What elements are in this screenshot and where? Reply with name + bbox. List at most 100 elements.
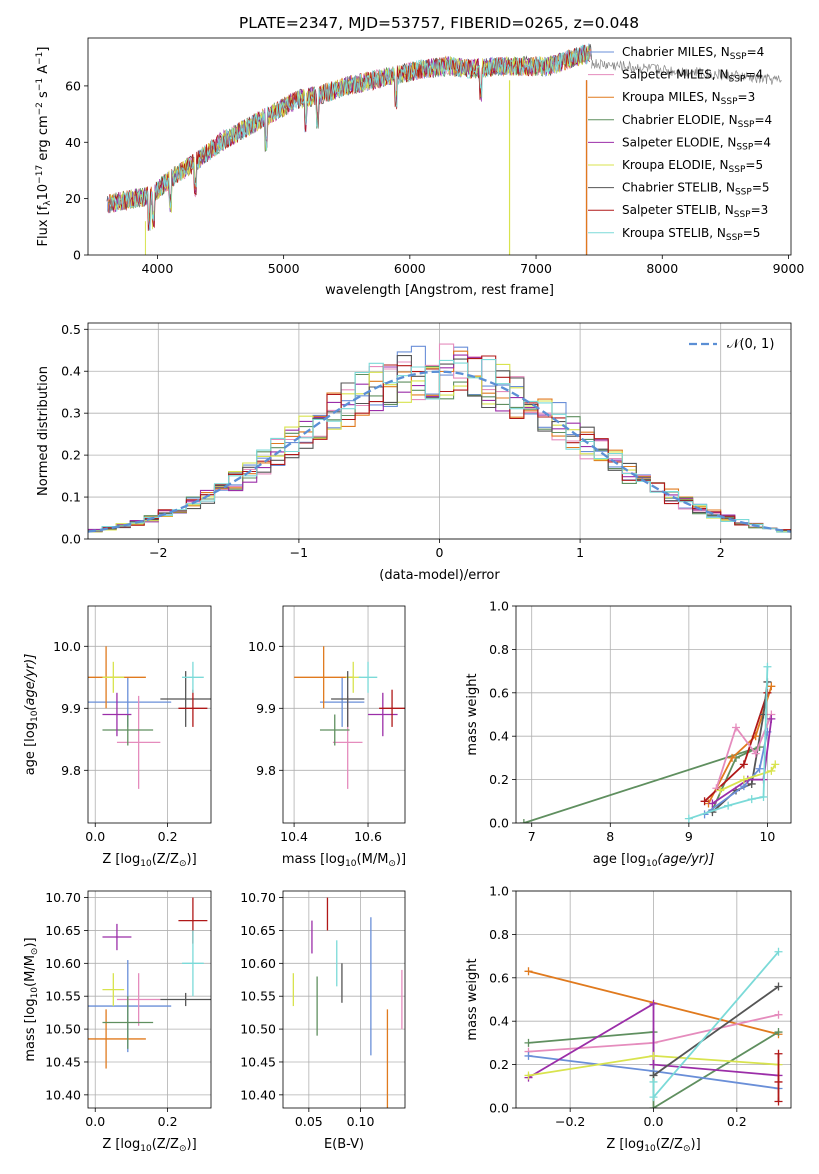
weight-marker xyxy=(763,662,772,671)
weight-line xyxy=(523,746,760,823)
y-tick-label: 9.8 xyxy=(61,763,81,778)
label-part: (Z/Z xyxy=(152,1137,179,1152)
label-part: Chabrier STELIB, N xyxy=(622,181,735,195)
weight-marker xyxy=(767,714,776,723)
weight-line xyxy=(652,985,780,1077)
age_vs_mass-panel: 10.4 10.6 9.8 9.9 10.0 mass [log10(M/M⊙)] xyxy=(248,605,406,869)
legend-label: 𝒩(0, 1) xyxy=(727,337,774,352)
label-part: =5 xyxy=(745,158,763,172)
y-tick-label: 10.45 xyxy=(45,1054,81,1069)
weight-marker xyxy=(728,753,737,762)
plot-area xyxy=(292,897,403,1108)
axes-frame xyxy=(282,890,406,1109)
label-subscript: SSP xyxy=(738,120,755,130)
y-axis-label: age [log10(age/yr)] xyxy=(23,654,40,776)
y-tick-label: 10.65 xyxy=(240,923,276,938)
panels-layer: 4000 5000 6000 7000 8000 90000204060Chabrier … xyxy=(23,37,804,1154)
weight-marker xyxy=(774,1049,783,1058)
label-subscript: ⊙ xyxy=(30,948,40,956)
weight-marker xyxy=(724,801,733,810)
legend-label: Salpeter STELIB, NSSP=3 xyxy=(622,203,768,220)
x-tick-label: 7000 xyxy=(520,261,552,276)
spectrum-line xyxy=(109,44,590,231)
label-part: Chabrier ELODIE, N xyxy=(622,113,738,127)
label-subscript: ⊙ xyxy=(179,1144,187,1154)
label-part: mass [log xyxy=(282,852,345,867)
axes-frame xyxy=(87,605,212,824)
label-part: (age/yr)] xyxy=(23,654,38,711)
y-tick-label: 10.70 xyxy=(45,890,81,905)
label-part: =4 xyxy=(753,135,771,149)
y-tick-label: 0.0 xyxy=(489,1101,509,1116)
label-part: Salpeter ELODIE, N xyxy=(622,135,736,149)
y-tick-label: 10.60 xyxy=(240,956,276,971)
weight-marker xyxy=(519,819,528,823)
x-tick-label: 8 xyxy=(606,829,614,844)
age_vs_Z-panel: 0.0 0.29.89.910.0Z [log10(Z/Z⊙)]age [log1… xyxy=(23,605,212,869)
weight-marker xyxy=(649,999,658,1008)
weight-marker xyxy=(732,723,740,732)
y-tick-label: 0.4 xyxy=(489,1014,509,1029)
weight-line xyxy=(715,714,773,789)
label-part: 10 xyxy=(36,184,51,201)
weight-marker xyxy=(771,760,780,769)
label-subscript: 10 xyxy=(646,859,658,869)
mass_vs_Z-panel: 0.0 0.2 10.40 10.45 10.50 10.55 10.60 10.65 10.7… xyxy=(23,890,212,1154)
x-tick-label: 0.0 xyxy=(85,829,105,844)
label-part: =4 xyxy=(745,68,763,82)
label-part: )] xyxy=(396,852,406,867)
x-tick-label: −1 xyxy=(290,545,308,560)
label-part: Chabrier MILES, N xyxy=(622,45,730,59)
y-axis-label: mass weight xyxy=(465,673,480,755)
plot-area xyxy=(88,343,791,533)
spectrum-line xyxy=(108,46,591,230)
legend-label: Kroupa STELIB, NSSP=5 xyxy=(622,226,760,243)
weight-marker xyxy=(649,1077,658,1086)
weight-marker xyxy=(747,795,756,804)
label-part: )] xyxy=(187,1137,197,1152)
y-tick-label: 9.9 xyxy=(61,701,81,716)
weight-marker xyxy=(751,749,760,758)
axes-frame xyxy=(87,37,792,256)
y-axis-label: Normed distribution xyxy=(36,366,51,496)
y-tick-label: 10.0 xyxy=(53,639,81,654)
weight-marker xyxy=(767,766,776,775)
weight-marker xyxy=(700,797,709,806)
label-subscript: 10 xyxy=(345,859,357,869)
label-part: age [log xyxy=(23,722,38,775)
label-part: Flux [f xyxy=(36,205,51,246)
label-part: (M/M xyxy=(357,852,389,867)
x-tick-label: 9 xyxy=(685,829,693,844)
weight_vs_Z-panel: −0.2 0.0 0.2 0.0 0.2 0.4 0.6 0.8 1.0 Z [log10(Z/Z… xyxy=(465,884,792,1154)
x-tick-label: 0.2 xyxy=(158,829,178,844)
label-part: =5 xyxy=(752,181,770,195)
label-subscript: 10 xyxy=(30,710,40,722)
label-part: Z [log xyxy=(102,852,140,867)
weight-marker xyxy=(774,1028,783,1037)
label-subscript: 10 xyxy=(644,1144,656,1154)
y-tick-label: 1.0 xyxy=(489,884,509,899)
y-tick-label: 10.50 xyxy=(240,1022,276,1037)
weight-marker xyxy=(774,947,783,956)
label-part: Kroupa STELIB, N xyxy=(622,226,726,240)
label-subscript: SSP xyxy=(729,75,746,85)
weight-marker xyxy=(649,1104,658,1108)
x-axis-label: (data-model)/error xyxy=(379,568,500,583)
legend-label: Chabrier ELODIE, NSSP=4 xyxy=(622,113,772,130)
label-subscript: SSP xyxy=(726,233,743,243)
label-part: =5 xyxy=(743,226,761,240)
label-part: A xyxy=(36,65,51,78)
weight-line xyxy=(711,718,773,805)
x-tick-label: 0.2 xyxy=(158,1114,178,1129)
spectrum-line-extended xyxy=(591,58,782,85)
x-tick-label: 0.05 xyxy=(295,1114,323,1129)
x-tick-label: 10 xyxy=(759,829,775,844)
weight-marker xyxy=(684,814,693,823)
label-part: (Z/Z xyxy=(152,852,179,867)
x-tick-label: 1 xyxy=(576,545,584,560)
label-part: mass [log xyxy=(23,998,38,1061)
y-tick-label: 0.4 xyxy=(489,729,509,744)
weight-line xyxy=(652,951,780,1100)
plot-area xyxy=(106,43,782,255)
label-part: Salpeter MILES, N xyxy=(622,68,729,82)
